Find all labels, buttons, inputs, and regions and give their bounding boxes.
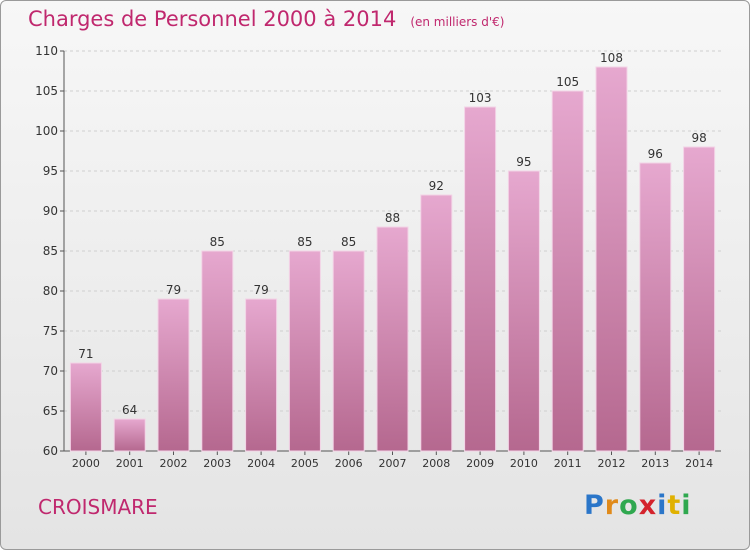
x-tick-label: 2009 <box>466 457 494 470</box>
data-label: 92 <box>429 179 444 193</box>
bar <box>595 66 628 452</box>
x-tick-label: 2010 <box>510 457 538 470</box>
data-label: 85 <box>210 235 225 249</box>
x-tick-label: 2003 <box>203 457 231 470</box>
y-tick-label: 70 <box>43 364 58 378</box>
data-label: 95 <box>516 155 531 169</box>
bar <box>376 226 409 452</box>
x-tick-label: 2013 <box>641 457 669 470</box>
x-tick-label: 2000 <box>72 457 100 470</box>
bar <box>551 90 584 452</box>
x-tick-label: 2014 <box>685 457 713 470</box>
data-label: 79 <box>166 283 181 297</box>
x-tick-label: 2011 <box>554 457 582 470</box>
chart-subtitle: (en milliers d'€) <box>410 15 505 29</box>
bar <box>157 298 190 452</box>
y-tick-label: 110 <box>35 44 58 58</box>
bar <box>420 194 453 452</box>
bar <box>464 106 497 452</box>
data-labels: 71 64 79 85 79 85 85 88 92 103 95 105 108 96 98 <box>78 51 706 417</box>
y-tick-label: 85 <box>43 244 58 258</box>
x-tick-label: 2012 <box>598 457 626 470</box>
bar <box>113 418 146 452</box>
data-label: 85 <box>297 235 312 249</box>
x-tick-label: 2004 <box>247 457 275 470</box>
bars <box>69 66 716 452</box>
y-tick-label: 90 <box>43 204 58 218</box>
x-tick-label: 2005 <box>291 457 319 470</box>
data-label: 79 <box>253 283 268 297</box>
x-tick-label: 2008 <box>422 457 450 470</box>
y-tick-label: 95 <box>43 164 58 178</box>
data-label: 105 <box>556 75 579 89</box>
x-tick-label: 2002 <box>160 457 188 470</box>
data-label: 96 <box>648 147 663 161</box>
y-tick-label: 105 <box>35 84 58 98</box>
bar <box>639 162 672 452</box>
bar <box>507 170 540 452</box>
x-tick-label: 2001 <box>116 457 144 470</box>
bar <box>683 146 716 452</box>
data-label: 98 <box>691 131 706 145</box>
commune-name: CROISMARE <box>38 495 158 519</box>
bar <box>245 298 278 452</box>
y-tick-label: 60 <box>43 444 58 458</box>
data-label: 85 <box>341 235 356 249</box>
y-tick-label: 100 <box>35 124 58 138</box>
chart-title-text: Charges de Personnel 2000 à 2014 <box>28 7 397 31</box>
y-tick-label: 80 <box>43 284 58 298</box>
x-tick-label: 2006 <box>335 457 363 470</box>
data-label: 88 <box>385 211 400 225</box>
y-tick-label: 65 <box>43 404 58 418</box>
data-label: 108 <box>600 51 623 65</box>
data-label: 64 <box>122 403 137 417</box>
y-tick-label: 75 <box>43 324 58 338</box>
data-label: 71 <box>78 347 93 361</box>
data-label: 103 <box>469 91 492 105</box>
proxiti-logo: Proxiti <box>584 490 692 521</box>
bar <box>288 250 321 452</box>
bar <box>69 362 102 452</box>
chart-title: Charges de Personnel 2000 à 2014 (en mill… <box>28 7 504 31</box>
bar <box>201 250 234 452</box>
axes: 60 65 70 75 80 85 90 95 100 105 110 2000 2001 2002 200… <box>35 44 721 470</box>
x-tick-label: 2007 <box>379 457 407 470</box>
bar <box>332 250 365 452</box>
